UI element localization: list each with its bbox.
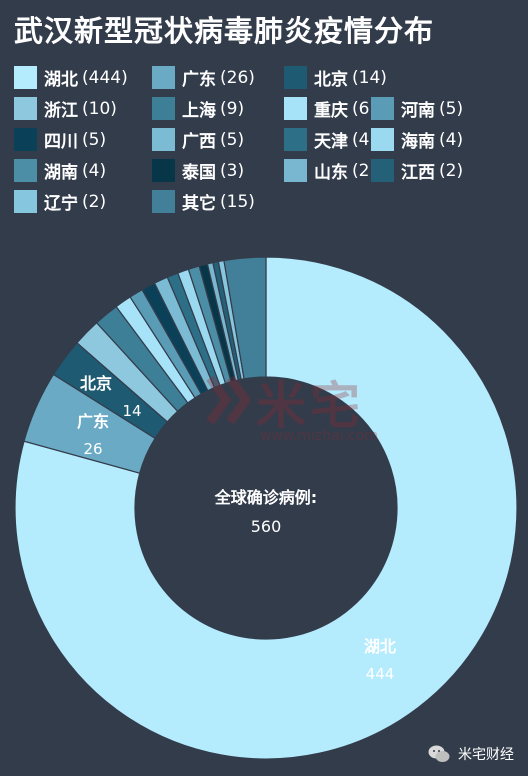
legend-item: 海南 (4) (371, 127, 463, 152)
watermark-url: www.mizhai.com (260, 428, 379, 444)
legend-item: 湖南 (4) (14, 158, 106, 183)
legend-count: (14) (352, 67, 387, 88)
legend-count: (10) (82, 98, 117, 119)
legend-count: (9) (220, 98, 245, 119)
legend-row: 湖北 (444) 广东 (26) 北京 (14) (14, 62, 519, 93)
legend-row: 辽宁 (2) 其它 (15) (14, 186, 519, 217)
legend-label: 泰国 (182, 163, 216, 183)
legend-swatch (14, 190, 37, 213)
legend-item: 北京 (14) (284, 65, 387, 90)
watermark: 米宅 www.mizhai.com (200, 362, 460, 452)
legend-label: 广东 (182, 70, 216, 90)
legend-swatch (152, 159, 175, 182)
legend-item: 四川 (5) (14, 127, 106, 152)
wechat-icon (428, 745, 450, 762)
legend-item: 河南 (5) (371, 96, 463, 121)
legend-row: 湖南 (4) 泰国 (3) 山东 (2) 江西 (2) (14, 155, 519, 186)
slice-label-name: 广东 (77, 412, 109, 431)
legend-count: (4) (439, 129, 464, 150)
slice-label-name: 北京 (80, 374, 112, 393)
legend-swatch (284, 128, 307, 151)
legend-label: 四川 (44, 132, 78, 152)
footer-brand: 米宅财经 (428, 744, 514, 764)
legend-swatch (14, 97, 37, 120)
legend-label: 辽宁 (44, 194, 78, 214)
chart-title: 武汉新型冠状病毒肺炎疫情分布 (14, 14, 435, 48)
legend-swatch (371, 159, 394, 182)
legend-item: 湖北 (444) (14, 65, 128, 90)
slice-label-value: 444 (366, 665, 395, 683)
watermark-text: 米宅 (256, 377, 364, 435)
legend-count: (3) (220, 160, 245, 181)
legend-label: 海南 (401, 132, 435, 152)
legend-label: 天津 (314, 132, 348, 152)
legend-item: 泰国 (3) (152, 158, 244, 183)
legend-label: 河南 (401, 101, 435, 121)
legend-label: 广西 (182, 132, 216, 152)
legend-label: 重庆 (314, 101, 348, 121)
legend-swatch (284, 159, 307, 182)
slice-label-name: 湖北 (364, 637, 396, 656)
legend-label: 北京 (314, 70, 348, 90)
legend-item: 浙江 (10) (14, 96, 117, 121)
legend-item: 山东 (2) (284, 158, 376, 183)
legend-count: (4) (82, 160, 107, 181)
legend-item: 上海 (9) (152, 96, 244, 121)
legend-row: 四川 (5) 广西 (5) 天津 (4) 海南 (4) (14, 124, 519, 155)
legend-swatch (152, 66, 175, 89)
legend-item: 广西 (5) (152, 127, 244, 152)
legend-count: (2) (439, 160, 464, 181)
legend-count: (15) (220, 191, 255, 212)
legend-swatch (284, 66, 307, 89)
watermark-logo-icon (206, 375, 252, 425)
legend-swatch (14, 128, 37, 151)
legend-count: (26) (220, 67, 255, 88)
center-value: 560 (251, 517, 282, 536)
legend-label: 湖南 (44, 163, 78, 183)
legend-row: 浙江 (10) 上海 (9) 重庆 (6) 河南 (5) (14, 93, 519, 124)
legend-count: (444) (82, 67, 128, 88)
legend-count: (5) (82, 129, 107, 150)
legend-swatch (152, 190, 175, 213)
legend-label: 湖北 (44, 70, 78, 90)
legend-label: 江西 (401, 163, 435, 183)
legend-label: 其它 (182, 194, 216, 214)
legend-item: 江西 (2) (371, 158, 463, 183)
legend-count: (4) (352, 129, 377, 150)
center-label: 全球确诊病例: (214, 488, 317, 507)
legend-swatch (371, 97, 394, 120)
legend-swatch (284, 97, 307, 120)
legend-label: 上海 (182, 101, 216, 121)
legend-count: (2) (352, 160, 377, 181)
legend-count: (5) (439, 98, 464, 119)
legend-count: (6) (352, 98, 377, 119)
legend-swatch (14, 66, 37, 89)
legend-item: 重庆 (6) (284, 96, 376, 121)
legend-swatch (14, 159, 37, 182)
legend-label: 浙江 (44, 101, 78, 121)
legend-label: 山东 (314, 163, 348, 183)
legend-count: (5) (220, 129, 245, 150)
legend: 湖北 (444) 广东 (26) 北京 (14) 浙江 (10) 上海 (9) 重庆 (6) 河南 (5)… (14, 62, 519, 217)
legend-item: 其它 (15) (152, 189, 255, 214)
legend-item: 天津 (4) (284, 127, 376, 152)
slice-label-value: 26 (83, 440, 102, 458)
legend-item: 辽宁 (2) (14, 189, 106, 214)
slice-label-value: 14 (122, 402, 141, 420)
legend-swatch (152, 128, 175, 151)
legend-swatch (152, 97, 175, 120)
footer-text: 米宅财经 (458, 747, 514, 763)
donut-center (135, 377, 397, 639)
legend-count: (2) (82, 191, 107, 212)
legend-item: 广东 (26) (152, 65, 255, 90)
legend-swatch (371, 128, 394, 151)
